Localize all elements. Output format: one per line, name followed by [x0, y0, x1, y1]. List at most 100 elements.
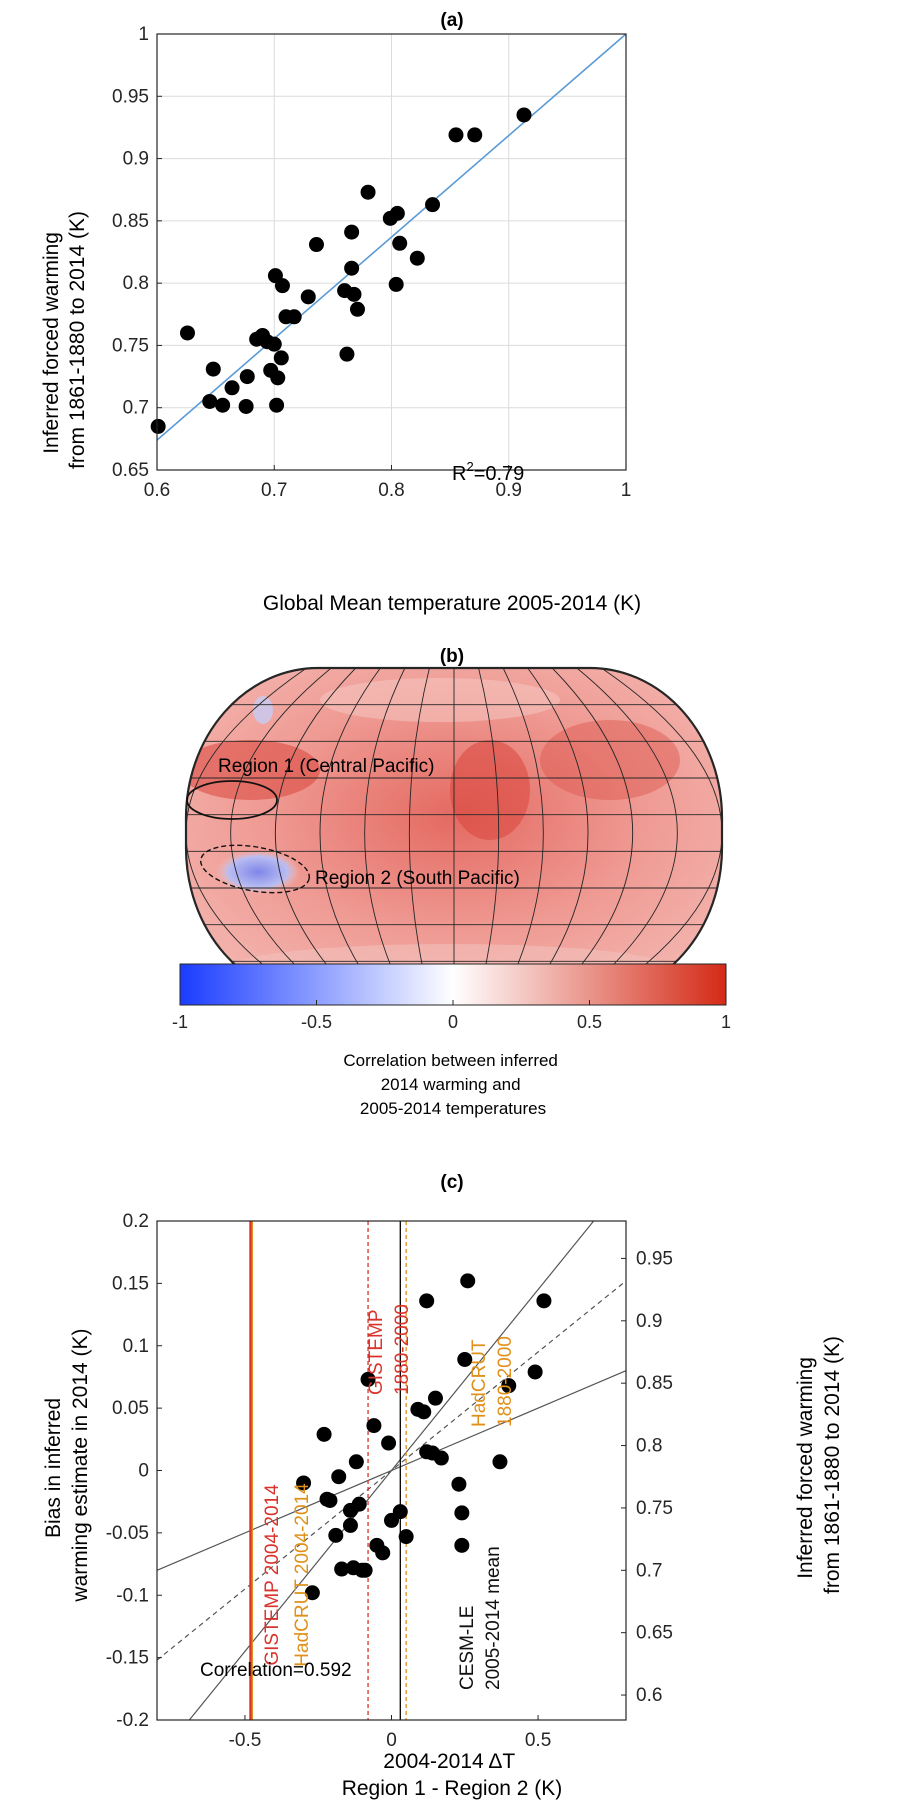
- panel-a-regression-line: [156, 33, 627, 441]
- colorbar: [179, 963, 727, 1006]
- panel-a-point: [205, 361, 221, 377]
- panel-a-point: [346, 286, 362, 302]
- panel-c-right-y-tick-label: 0.65: [636, 1623, 673, 1644]
- panel-a-point: [150, 418, 166, 434]
- panel-c-point: [427, 1390, 443, 1406]
- panel-c-y-tick-label: 0: [138, 1461, 149, 1482]
- panel-a-y-label-line2: from 1861-1880 to 2014 (K): [66, 211, 89, 469]
- panel-c-point: [454, 1537, 470, 1553]
- colorbar-label-line2: 2014 warming and: [381, 1075, 521, 1094]
- panel-c-y-tick-label: -0.05: [106, 1523, 149, 1544]
- panel-a-point: [344, 260, 360, 276]
- panel-c-point: [501, 1378, 517, 1394]
- panel-c-point: [398, 1529, 414, 1545]
- panel-c-point: [375, 1545, 391, 1561]
- panel-c-point: [348, 1454, 364, 1470]
- panel-c-right-y-label-line1: Inferred forced warming: [794, 1357, 817, 1579]
- panel-b-title: (b): [440, 646, 464, 667]
- colorbar-label: Correlation between inferred 2014 warmin…: [343, 1051, 562, 1118]
- panel-c-lines: [156, 1220, 627, 1721]
- panel-a-y-tick-label: 0.7: [123, 398, 149, 419]
- map-meridian: [275, 668, 357, 998]
- map-meridian: [576, 668, 678, 998]
- region-1-outline: [186, 780, 278, 820]
- panel-c-right-y-ticks: 0.6 0.65 0.7 0.75 0.8 0.85 0.9 0.95: [621, 1248, 673, 1706]
- panel-c-scatter: (c) -0.5 0 0.5 -0.2 -0.15 -0.1 -0.05 0 0.05 0.1 0…: [42, 1172, 844, 1800]
- map-meridian: [502, 668, 544, 998]
- gistemp-1880-2000-line2: 1880-2000: [392, 1304, 413, 1395]
- panel-c-right-y-label: Inferred forced warming from 1861-1880 t…: [794, 1336, 844, 1594]
- panel-c-right-y-tick-label: 0.75: [636, 1498, 673, 1519]
- panel-c-right-y-tick-label: 0.95: [636, 1248, 673, 1269]
- gistemp-1880-2000-line1: GISTEMP: [366, 1310, 387, 1395]
- panel-a-y-tick-label: 0.65: [112, 460, 149, 481]
- panel-a-x-ticks: 0.6 0.7 0.8 0.9 1: [144, 465, 632, 501]
- panel-c-x-label: 2004-2014 ΔT Region 1 - Region 2 (K): [342, 1750, 563, 1800]
- panel-c-right-y-tick-label: 0.9: [636, 1311, 662, 1332]
- panel-a-y-tick-label: 0.75: [112, 335, 149, 356]
- map-meridian: [230, 668, 332, 998]
- africa-high: [450, 740, 530, 840]
- panel-a-scatter: (a) 0.6 0.7 0.8 0.9 1 0.650.70.750.80.850.90…: [40, 10, 641, 615]
- colorbar-tick-label: 0.5: [577, 1012, 602, 1032]
- panel-a-y-tick-label: 0.9: [123, 149, 149, 170]
- arctic-low: [320, 678, 560, 722]
- panel-a-point: [360, 184, 376, 200]
- panel-c-regression-line: [156, 1280, 627, 1661]
- colorbar-label-line1: Correlation between inferred: [343, 1051, 558, 1070]
- panel-a-x-tick-label: 0.6: [144, 480, 170, 501]
- panel-a-point: [308, 237, 324, 253]
- panel-a-point: [224, 380, 240, 396]
- panel-c-y-label-line2: warming estimate in 2014 (K): [69, 1328, 92, 1602]
- panel-a-points: [150, 107, 532, 434]
- panel-c-point: [527, 1364, 543, 1380]
- panel-c-right-y-tick-label: 0.7: [636, 1560, 662, 1581]
- panel-a-point: [286, 309, 302, 325]
- panel-a-point: [448, 127, 464, 143]
- map-field: [186, 668, 722, 998]
- panel-a-point: [239, 369, 255, 385]
- map-meridian: [364, 668, 406, 998]
- region-1-label: Region 1 (Central Pacific): [218, 756, 434, 777]
- panel-c-title: (c): [440, 1172, 463, 1193]
- panel-c-point: [366, 1418, 382, 1434]
- panel-a-point: [339, 346, 355, 362]
- panel-a-point: [274, 278, 290, 294]
- panel-c-point: [331, 1469, 347, 1485]
- panel-a-point: [269, 397, 285, 413]
- panel-c-correlation: Correlation=0.592: [200, 1660, 352, 1681]
- panel-c-y-label: Bias in inferred warming estimate in 201…: [42, 1328, 92, 1602]
- panel-c-point: [419, 1293, 435, 1309]
- panel-c-point: [457, 1351, 473, 1367]
- map-meridian: [551, 668, 633, 998]
- panel-a-point: [215, 397, 231, 413]
- panel-c-point: [454, 1505, 470, 1521]
- asia-high: [540, 720, 680, 800]
- panel-c-x-label-line1: 2004-2014 ΔT: [383, 1750, 515, 1773]
- panel-c-point: [328, 1527, 344, 1543]
- panel-a-point: [349, 301, 365, 317]
- panel-c-y-tick-label: 0.1: [123, 1336, 149, 1357]
- panel-a-point: [202, 393, 218, 409]
- panel-c-point: [342, 1517, 358, 1533]
- panel-a-point: [300, 289, 316, 305]
- colorbar-tick-label: -0.5: [301, 1012, 332, 1032]
- central-pacific-high: [186, 740, 320, 800]
- hadcrut-1880-2000-label: HadCRUT 1880-2000: [469, 1334, 516, 1427]
- colorbar-tick-label: 0: [448, 1012, 458, 1032]
- panel-a-y-tick-label: 0.8: [123, 273, 149, 294]
- hadcrut-1880-2000-line2: 1880-2000: [495, 1336, 516, 1427]
- panel-a-point: [270, 370, 286, 386]
- panel-c-x-tick-label: -0.5: [229, 1730, 262, 1751]
- cesm-le-line2: 2005-2014 mean: [483, 1546, 504, 1690]
- panel-c-points: [296, 1273, 552, 1601]
- colorbar-ticks: -1 -0.5 0 0.5 1: [172, 1000, 731, 1032]
- panel-a-point: [467, 127, 483, 143]
- panel-a-point: [179, 325, 195, 341]
- panel-c-y-tick-label: 0.05: [112, 1398, 149, 1419]
- panel-c-point: [360, 1371, 376, 1387]
- panel-a-x-tick-label: 1: [621, 480, 632, 501]
- panel-c-right-y-tick-label: 0.6: [636, 1685, 662, 1706]
- panel-c-point: [322, 1492, 338, 1508]
- north-pacific-negative: [253, 696, 273, 724]
